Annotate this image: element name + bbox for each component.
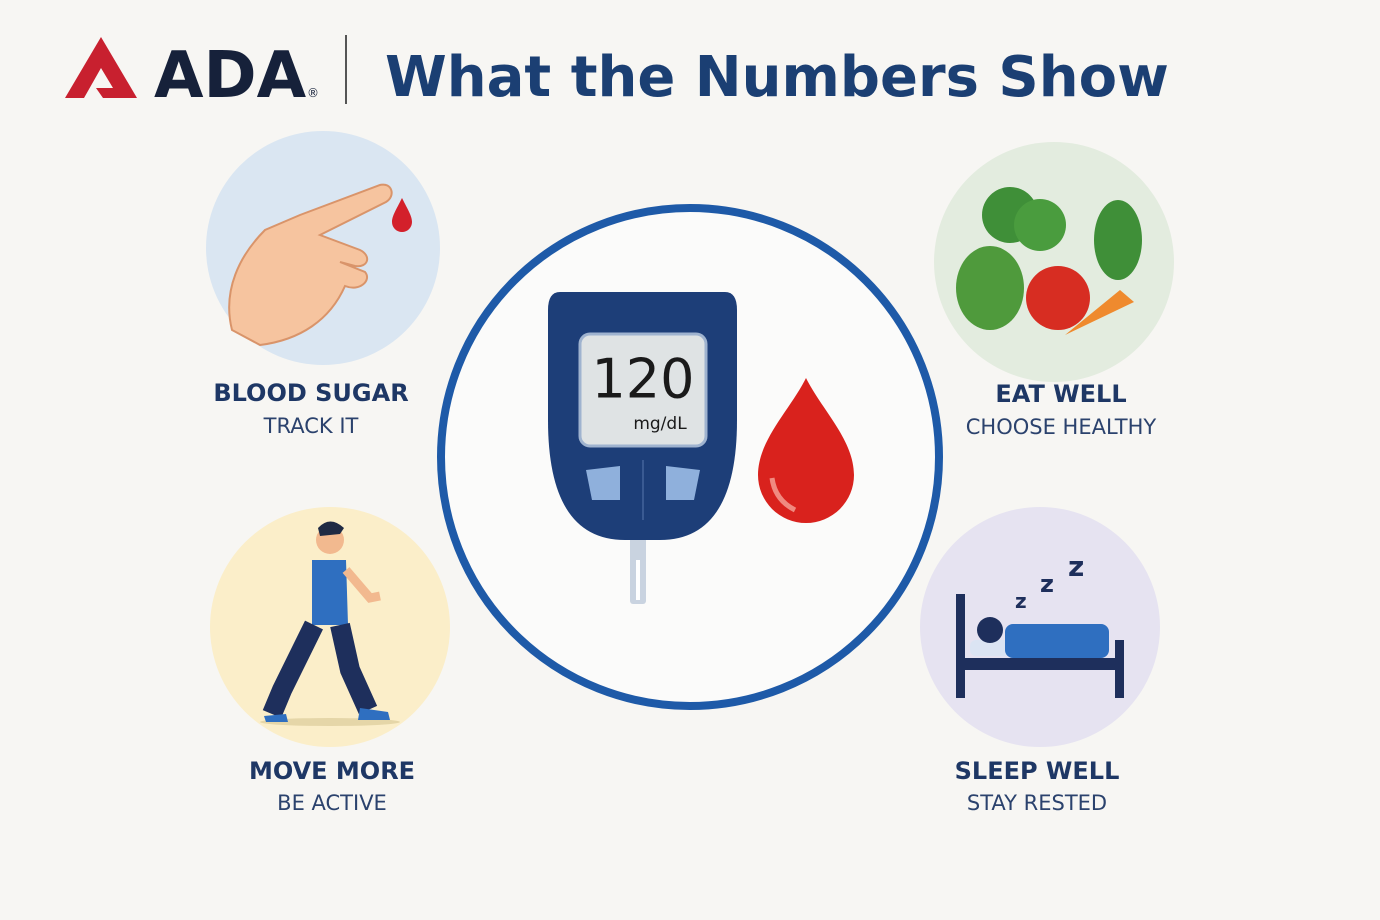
drop-highlight (769, 477, 797, 513)
registered-mark: ® (307, 86, 319, 100)
logo-text: ADA (154, 39, 307, 113)
meter-screen (578, 332, 708, 448)
zzz: z (1040, 570, 1054, 598)
meter-button (586, 466, 620, 500)
logo-mark (65, 37, 137, 98)
eat-well-card: EAT WELL CHOOSE HEALTHY (934, 142, 1174, 439)
icon-circle (210, 507, 450, 747)
pillow (970, 640, 1016, 656)
item-subtitle: CHOOSE HEALTHY (966, 415, 1157, 439)
zzz: z (1068, 550, 1084, 583)
broccoli (1014, 199, 1066, 251)
leaf (1094, 200, 1142, 280)
meter-panel: 120 mg/dL (437, 204, 943, 710)
tomato (1026, 266, 1090, 330)
page-title: What the Numbers Show (385, 45, 1169, 110)
item-subtitle: BE ACTIVE (277, 791, 387, 815)
walker-shirt (312, 560, 348, 625)
logo: ADA ® (65, 37, 319, 113)
meter-unit: mg/dL (633, 414, 687, 434)
carrot (1065, 290, 1134, 335)
blood-drop-small (392, 198, 412, 232)
zzz: z (1015, 589, 1027, 613)
item-title: BLOOD SUGAR (213, 379, 408, 407)
walker-hair (318, 521, 344, 536)
hand-illustration (228, 183, 393, 347)
bed-frame (956, 594, 965, 698)
item-subtitle: STAY RESTED (967, 791, 1107, 815)
sleeper-head (977, 617, 1003, 643)
item-title: SLEEP WELL (955, 757, 1120, 785)
walker-shoes (264, 708, 390, 722)
strip-line (636, 560, 640, 600)
meter-button (666, 466, 700, 500)
blanket (1005, 624, 1109, 658)
bed-frame (956, 658, 1124, 670)
meter-reading: 120 (591, 348, 694, 411)
blood-drop (758, 378, 854, 523)
move-more-card: MOVE MORE BE ACTIVE (210, 507, 450, 815)
walker-legs (262, 620, 378, 718)
item-subtitle: TRACK IT (263, 414, 359, 438)
item-title: MOVE MORE (249, 757, 415, 785)
item-title: EAT WELL (995, 380, 1126, 408)
lettuce (956, 246, 1024, 330)
sleep-well-card: z z z SLEEP WELL STAY RESTED (920, 507, 1160, 815)
blood-sugar-card: BLOOD SUGAR TRACK IT (206, 131, 440, 438)
walker-arm (342, 567, 381, 603)
